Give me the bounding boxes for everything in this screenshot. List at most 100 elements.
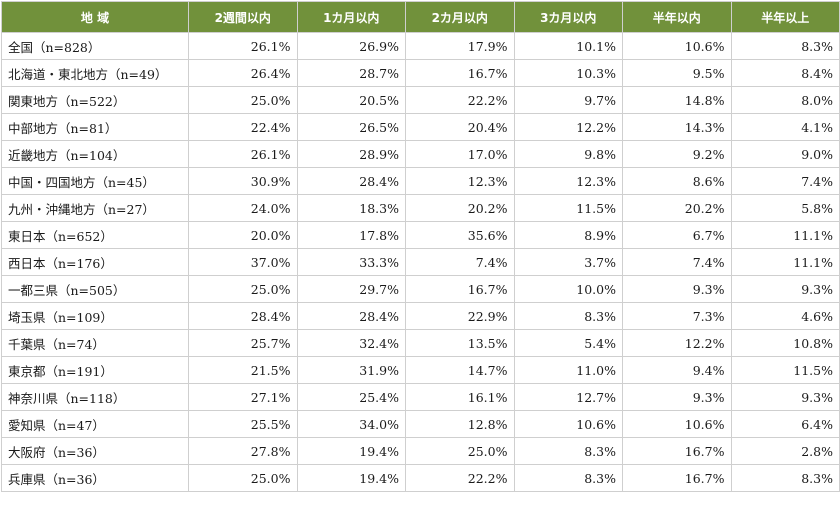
table-row: 中部地方（n=81） 22.4% 26.5% 20.4% 12.2% 14.3% 4.1% [1,113,840,141]
cell-within-half-year: 20.2% [622,194,732,222]
table-row: 大阪府（n=36） 27.8% 19.4% 25.0% 8.3% 16.7% 2.8% [1,437,840,465]
cell-region: 北海道・東北地方（n=49） [1,59,189,87]
cell-within-3-months: 9.8% [513,140,623,168]
cell-within-2-months: 14.7% [405,356,515,384]
cell-within-half-year: 9.3% [622,275,732,303]
cell-within-1-month: 28.4% [296,302,406,330]
cell-within-2-months: 22.2% [405,86,515,114]
cell-within-2-weeks: 30.9% [188,167,298,195]
cell-region: 九州・沖縄地方（n=27） [1,194,189,222]
cell-within-1-month: 20.5% [296,86,406,114]
cell-within-1-month: 31.9% [296,356,406,384]
cell-within-1-month: 19.4% [296,437,406,465]
cell-within-2-weeks: 27.8% [188,437,298,465]
cell-within-2-weeks: 21.5% [188,356,298,384]
cell-within-half-year: 9.3% [622,383,732,411]
cell-within-2-months: 16.1% [405,383,515,411]
cell-within-3-months: 10.1% [513,32,623,60]
cell-over-half-year: 7.4% [730,167,840,195]
cell-within-2-months: 12.8% [405,410,515,438]
cell-region: 一都三県（n=505） [1,275,189,303]
cell-over-half-year: 9.0% [730,140,840,168]
cell-within-1-month: 26.9% [296,32,406,60]
table-row: 神奈川県（n=118） 27.1% 25.4% 16.1% 12.7% 9.3% 9.3% [1,383,840,411]
cell-within-3-months: 8.3% [513,302,623,330]
cell-over-half-year: 5.8% [730,194,840,222]
cell-within-2-months: 20.2% [405,194,515,222]
cell-within-2-months: 12.3% [405,167,515,195]
cell-region: 東日本（n=652） [1,221,189,249]
cell-within-half-year: 10.6% [622,410,732,438]
cell-over-half-year: 9.3% [730,275,840,303]
cell-over-half-year: 11.1% [730,221,840,249]
cell-region: 千葉県（n=74） [1,329,189,357]
cell-within-3-months: 8.3% [513,437,623,465]
cell-within-half-year: 9.2% [622,140,732,168]
cell-region: 埼玉県（n=109） [1,302,189,330]
cell-within-2-weeks: 26.1% [188,32,298,60]
cell-within-2-weeks: 25.0% [188,275,298,303]
cell-within-half-year: 14.8% [622,86,732,114]
cell-within-3-months: 12.7% [513,383,623,411]
table-row: 関東地方（n=522） 25.0% 20.5% 22.2% 9.7% 14.8% 8.0% [1,86,840,114]
table-row: 中国・四国地方（n=45） 30.9% 28.4% 12.3% 12.3% 8.6% 7.4… [1,167,840,195]
cell-within-1-month: 26.5% [296,113,406,141]
cell-over-half-year: 8.0% [730,86,840,114]
cell-within-3-months: 8.9% [513,221,623,249]
cell-within-1-month: 25.4% [296,383,406,411]
cell-within-1-month: 32.4% [296,329,406,357]
table-row: 九州・沖縄地方（n=27） 24.0% 18.3% 20.2% 11.5% 20.2% 5.… [1,194,840,222]
cell-within-half-year: 6.7% [622,221,732,249]
cell-region: 東京都（n=191） [1,356,189,384]
header-within-1-month: 1カ月以内 [296,1,406,33]
header-row: 地 域 2週間以内 1カ月以内 2カ月以内 3カ月以内 半年以内 半年以上 [1,1,840,33]
cell-within-3-months: 10.6% [513,410,623,438]
table-row: 兵庫県（n=36） 25.0% 19.4% 22.2% 8.3% 16.7% 8.3% [1,464,840,492]
cell-within-2-weeks: 20.0% [188,221,298,249]
cell-within-2-months: 22.9% [405,302,515,330]
table-row: 東日本（n=652） 20.0% 17.8% 35.6% 8.9% 6.7% 11.1% [1,221,840,249]
cell-over-half-year: 2.8% [730,437,840,465]
cell-within-1-month: 28.7% [296,59,406,87]
cell-within-2-months: 35.6% [405,221,515,249]
cell-within-half-year: 8.6% [622,167,732,195]
cell-over-half-year: 6.4% [730,410,840,438]
header-within-2-weeks: 2週間以内 [188,1,298,33]
cell-within-2-weeks: 37.0% [188,248,298,276]
cell-within-1-month: 18.3% [296,194,406,222]
cell-over-half-year: 9.3% [730,383,840,411]
cell-within-2-weeks: 26.4% [188,59,298,87]
cell-within-3-months: 12.3% [513,167,623,195]
cell-over-half-year: 11.5% [730,356,840,384]
cell-within-2-months: 13.5% [405,329,515,357]
cell-within-2-weeks: 27.1% [188,383,298,411]
cell-within-1-month: 28.9% [296,140,406,168]
cell-within-1-month: 17.8% [296,221,406,249]
cell-within-2-weeks: 25.0% [188,86,298,114]
header-within-3-months: 3カ月以内 [513,1,623,33]
cell-within-3-months: 10.0% [513,275,623,303]
cell-over-half-year: 10.8% [730,329,840,357]
cell-within-3-months: 12.2% [513,113,623,141]
cell-over-half-year: 4.1% [730,113,840,141]
cell-within-3-months: 9.7% [513,86,623,114]
cell-within-2-months: 25.0% [405,437,515,465]
cell-within-half-year: 9.5% [622,59,732,87]
cell-within-half-year: 14.3% [622,113,732,141]
header-over-half-year: 半年以上 [730,1,840,33]
cell-over-half-year: 11.1% [730,248,840,276]
cell-within-1-month: 19.4% [296,464,406,492]
header-within-half-year: 半年以内 [622,1,732,33]
cell-within-2-months: 7.4% [405,248,515,276]
table-row: 北海道・東北地方（n=49） 26.4% 28.7% 16.7% 10.3% 9.5% 8.… [1,59,840,87]
cell-region: 近畿地方（n=104） [1,140,189,168]
cell-within-3-months: 5.4% [513,329,623,357]
cell-region: 神奈川県（n=118） [1,383,189,411]
table-row: 近畿地方（n=104） 26.1% 28.9% 17.0% 9.8% 9.2% 9.0% [1,140,840,168]
cell-within-half-year: 10.6% [622,32,732,60]
cell-within-1-month: 34.0% [296,410,406,438]
cell-within-3-months: 10.3% [513,59,623,87]
cell-within-2-weeks: 24.0% [188,194,298,222]
region-period-table: 地 域 2週間以内 1カ月以内 2カ月以内 3カ月以内 半年以内 半年以上 全国… [1,1,840,492]
cell-within-2-months: 17.0% [405,140,515,168]
